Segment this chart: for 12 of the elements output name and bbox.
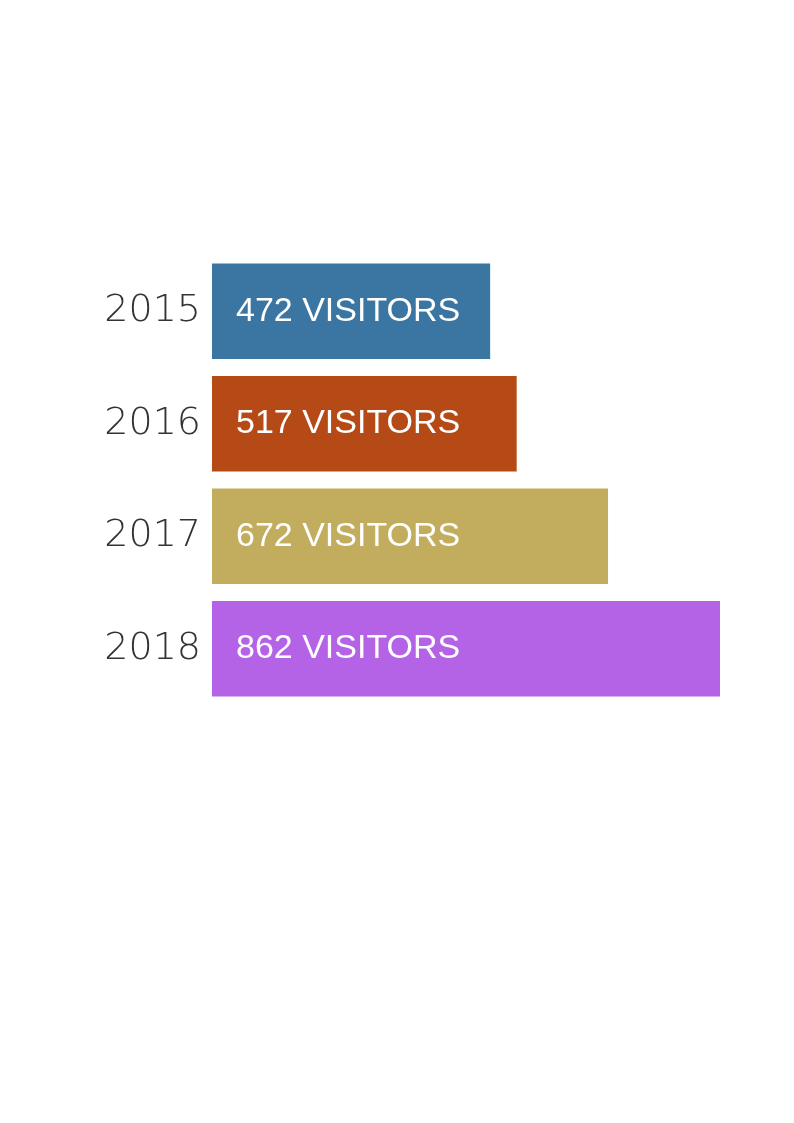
y-tick-label: 2016 bbox=[104, 398, 202, 443]
data-label: 672 VISITORS bbox=[236, 514, 461, 553]
data-label: 472 VISITORS bbox=[236, 289, 461, 328]
data-label: 862 VISITORS bbox=[236, 627, 461, 666]
bar bbox=[212, 263, 491, 360]
y-tick-label: 2018 bbox=[104, 623, 202, 668]
y-tick-label: 2017 bbox=[104, 511, 202, 556]
data-label: 517 VISITORS bbox=[236, 402, 461, 441]
bar bbox=[212, 600, 720, 697]
bar bbox=[212, 375, 517, 472]
y-tick-label: 2015 bbox=[104, 286, 202, 331]
bar bbox=[212, 488, 609, 585]
